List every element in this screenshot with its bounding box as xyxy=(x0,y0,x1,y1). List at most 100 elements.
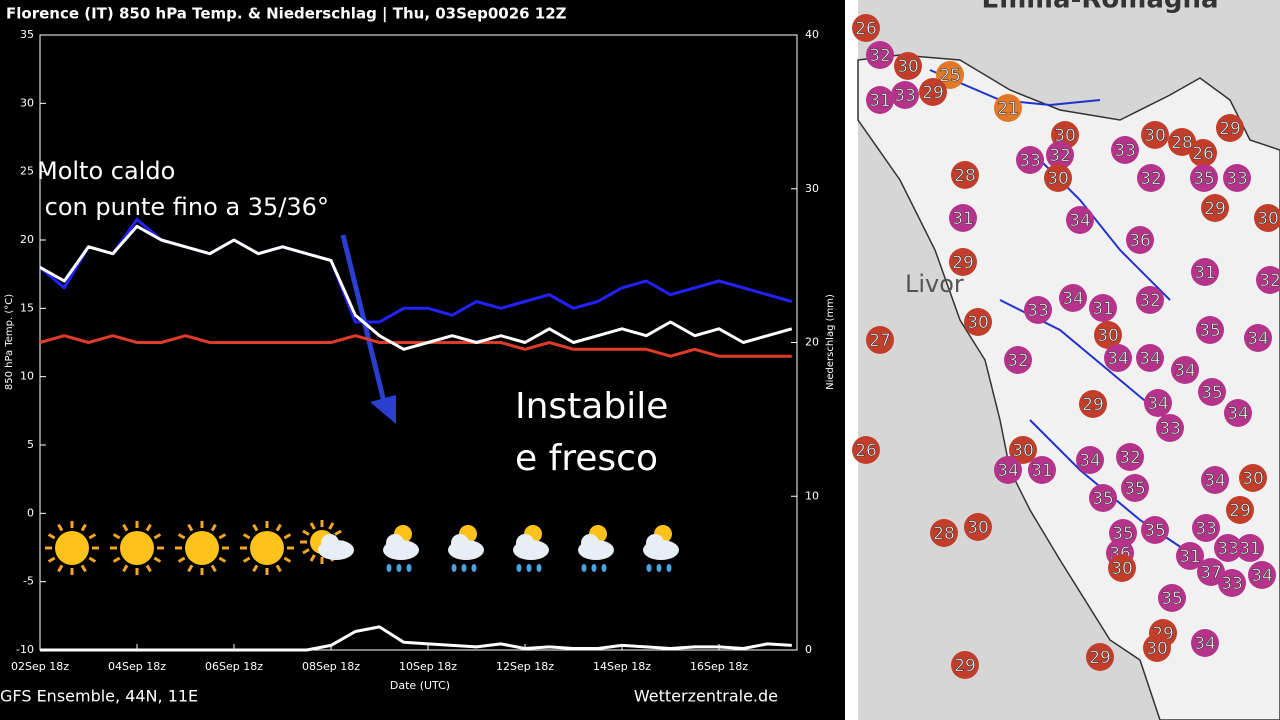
icon-ray xyxy=(57,564,64,573)
reading-dot xyxy=(1004,346,1032,374)
icon-drop xyxy=(536,564,542,572)
icon-ray xyxy=(145,523,152,532)
map-river xyxy=(929,69,1201,561)
reading-dot xyxy=(1201,194,1229,222)
icon-ray xyxy=(88,556,97,563)
reading-dot xyxy=(1191,258,1219,286)
icon-ray xyxy=(177,533,186,540)
icon-sun xyxy=(120,531,154,565)
reading-dot xyxy=(894,52,922,80)
reading-value: 35 xyxy=(1092,489,1114,509)
x-tick-label: 02Sep 18z xyxy=(11,660,69,673)
x-tick-label: 16Sep 18z xyxy=(690,660,748,673)
reading-dot xyxy=(1044,164,1072,192)
reading-dot xyxy=(852,14,880,42)
reading-value: 28 xyxy=(1171,133,1193,153)
reading-value: 34 xyxy=(1247,329,1269,349)
reading-dot xyxy=(1190,164,1218,192)
reading-value: 31 xyxy=(1194,263,1216,283)
reading-value: 34 xyxy=(1251,566,1273,586)
reading-dot xyxy=(1089,294,1117,322)
reading-dot xyxy=(1108,554,1136,582)
reading-dot xyxy=(866,86,894,114)
reading-value: 30 xyxy=(1257,209,1279,229)
icon-sun xyxy=(55,531,89,565)
weather-icons xyxy=(45,520,679,575)
y-axis-label: 850 hPa Temp. (°C) xyxy=(4,294,15,390)
reading-dot xyxy=(1223,164,1251,192)
series-line xyxy=(39,334,792,358)
footer-credit: Wetterzentrale.de xyxy=(634,687,778,706)
icon-sun xyxy=(250,531,284,565)
y2-tick-label: 20 xyxy=(805,336,819,349)
reading-value: 34 xyxy=(1062,289,1084,309)
icon-drop xyxy=(646,564,652,572)
reading-value: 29 xyxy=(1089,648,1111,668)
reading-value: 27 xyxy=(869,331,891,351)
reading-value: 34 xyxy=(1139,349,1161,369)
reading-value: 32 xyxy=(1259,271,1280,291)
reading-value: 33 xyxy=(1159,419,1181,439)
y2-tick-label: 40 xyxy=(805,28,819,41)
icon-ray xyxy=(47,556,56,563)
reading-value: 34 xyxy=(1079,451,1101,471)
icon-drop xyxy=(581,564,587,572)
x-tick-label: 06Sep 18z xyxy=(205,660,263,673)
reading-value: 30 xyxy=(1146,639,1168,659)
icon-ray xyxy=(153,533,162,540)
reading-dot xyxy=(1104,344,1132,372)
icon-ray xyxy=(210,564,217,573)
reading-value: 34 xyxy=(1194,634,1216,654)
reading-dot xyxy=(1191,629,1219,657)
icon-drop xyxy=(516,564,522,572)
chart-background xyxy=(0,0,845,720)
reading-value: 31 xyxy=(869,91,891,111)
reading-value: 36 xyxy=(1129,231,1151,251)
icon-ray xyxy=(153,556,162,563)
reading-value: 31 xyxy=(1031,461,1053,481)
x-tick-label: 08Sep 18z xyxy=(302,660,360,673)
reading-dot xyxy=(1079,390,1107,418)
reading-value: 26 xyxy=(1192,144,1214,164)
reading-value: 28 xyxy=(954,166,976,186)
reading-dot xyxy=(1218,569,1246,597)
icon-ray xyxy=(187,564,194,573)
reading-dot xyxy=(866,41,894,69)
icon-drop xyxy=(666,564,672,572)
icon-ray xyxy=(218,556,227,563)
reading-dot xyxy=(1239,464,1267,492)
y2-axis-label: Niederschlag (mm) xyxy=(825,294,836,390)
y-tick-label: 10 xyxy=(20,370,34,383)
icon-drop xyxy=(656,564,662,572)
reading-dot xyxy=(1111,136,1139,164)
reading-dot xyxy=(1176,542,1204,570)
y-tick-label: 0 xyxy=(27,506,34,519)
reading-dot xyxy=(964,513,992,541)
reading-dot xyxy=(891,81,919,109)
icon-ray xyxy=(112,556,121,563)
icon-ray xyxy=(210,523,217,532)
reading-value: 34 xyxy=(1227,404,1249,424)
reading-dot xyxy=(1126,226,1154,254)
reading-value: 29 xyxy=(952,253,974,273)
icon-ray xyxy=(252,523,259,532)
annotation: e fresco xyxy=(515,438,658,479)
reading-value: 26 xyxy=(855,19,877,39)
icon-drop xyxy=(396,564,402,572)
reading-dot xyxy=(936,61,964,89)
reading-value: 33 xyxy=(1221,574,1243,594)
reading-value: 34 xyxy=(1174,361,1196,381)
reading-value: 34 xyxy=(1107,349,1129,369)
reading-dot xyxy=(866,326,894,354)
reading-value: 33 xyxy=(894,86,916,106)
y-tick-label: -10 xyxy=(16,643,34,656)
reading-value: 35 xyxy=(1201,383,1223,403)
reading-value: 29 xyxy=(922,83,944,103)
reading-dot xyxy=(1121,474,1149,502)
y-tick-label: 25 xyxy=(20,165,34,178)
annotation: Molto caldo xyxy=(37,157,175,185)
icon-sun xyxy=(185,531,219,565)
icon-ray xyxy=(122,564,129,573)
reading-dot xyxy=(1254,204,1280,232)
